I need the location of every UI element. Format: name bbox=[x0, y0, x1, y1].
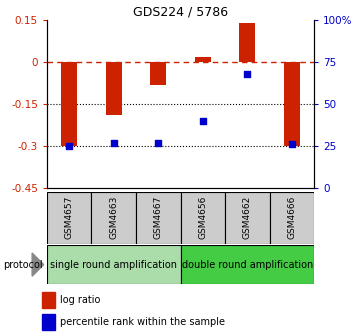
Bar bbox=[136, 192, 180, 244]
Text: GSM4667: GSM4667 bbox=[154, 196, 163, 239]
Point bbox=[155, 140, 161, 145]
Bar bbox=[43, 292, 55, 308]
Bar bbox=[91, 192, 136, 244]
Text: log ratio: log ratio bbox=[60, 295, 101, 305]
Text: protocol: protocol bbox=[4, 260, 43, 269]
Bar bbox=[180, 192, 225, 244]
Polygon shape bbox=[32, 253, 44, 276]
Bar bbox=[180, 245, 314, 284]
Text: single round amplification: single round amplification bbox=[50, 260, 177, 269]
Text: GSM4657: GSM4657 bbox=[65, 196, 74, 239]
Point bbox=[200, 118, 206, 124]
Bar bbox=[106, 62, 122, 115]
Point bbox=[111, 140, 117, 145]
Bar bbox=[225, 192, 270, 244]
Text: GSM4663: GSM4663 bbox=[109, 196, 118, 239]
Bar bbox=[151, 62, 166, 85]
Bar bbox=[47, 245, 180, 284]
Bar bbox=[43, 314, 55, 330]
Bar bbox=[284, 62, 300, 146]
Bar bbox=[195, 56, 210, 62]
Bar bbox=[61, 62, 77, 146]
Text: GSM4656: GSM4656 bbox=[198, 196, 207, 239]
Text: percentile rank within the sample: percentile rank within the sample bbox=[60, 318, 225, 328]
Point bbox=[244, 71, 250, 77]
Bar bbox=[239, 23, 255, 62]
Bar bbox=[270, 192, 314, 244]
Text: GSM4662: GSM4662 bbox=[243, 196, 252, 239]
Text: GSM4666: GSM4666 bbox=[287, 196, 296, 239]
Point bbox=[289, 142, 295, 147]
Title: GDS224 / 5786: GDS224 / 5786 bbox=[133, 6, 228, 19]
Bar bbox=[47, 192, 91, 244]
Point bbox=[66, 143, 72, 149]
Text: double round amplification: double round amplification bbox=[182, 260, 313, 269]
